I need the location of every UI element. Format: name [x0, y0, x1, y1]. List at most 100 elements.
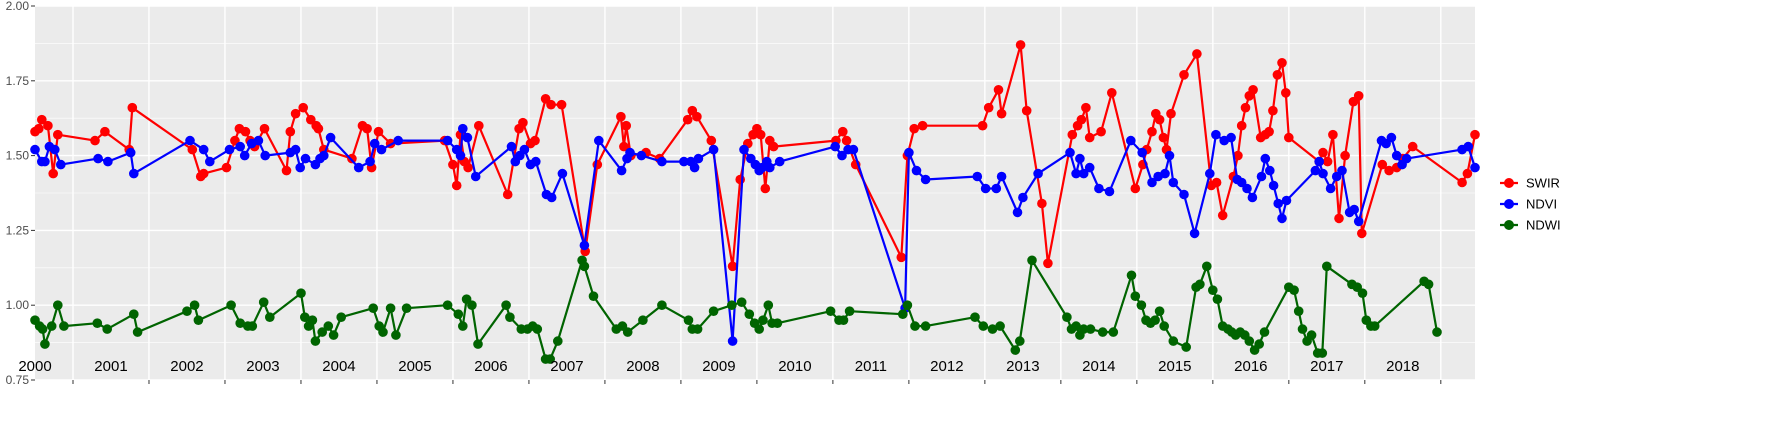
- data-point: [34, 123, 44, 134]
- data-point: [368, 303, 379, 314]
- data-point: [1463, 141, 1473, 152]
- data-point: [40, 339, 50, 349]
- data-point: [1150, 315, 1160, 326]
- data-point: [1078, 168, 1089, 179]
- data-point: [1071, 168, 1081, 179]
- data-point: [235, 318, 245, 329]
- data-point: [1248, 85, 1258, 95]
- data-point: [1018, 192, 1028, 203]
- data-point: [1202, 261, 1212, 272]
- data-point: [239, 150, 250, 161]
- data-point: [1211, 129, 1221, 140]
- data-point: [545, 354, 555, 364]
- data-point: [391, 330, 401, 340]
- data-point: [307, 315, 318, 326]
- data-point: [129, 309, 139, 320]
- data-point: [1281, 88, 1291, 98]
- data-point: [1325, 183, 1336, 194]
- data-point: [692, 324, 703, 334]
- data-point: [1340, 150, 1350, 161]
- legend-label: NDVI: [1526, 197, 1557, 212]
- year-label: 2013: [1006, 358, 1039, 375]
- data-point: [506, 141, 517, 152]
- data-point: [619, 141, 629, 152]
- data-point: [1076, 114, 1087, 125]
- data-point: [978, 321, 989, 331]
- data-point: [616, 111, 626, 122]
- data-point: [502, 189, 513, 200]
- data-point: [1236, 120, 1247, 131]
- y-tick-label: 1.75: [6, 74, 30, 88]
- data-point: [693, 153, 704, 164]
- data-point: [1357, 288, 1368, 299]
- data-point: [909, 123, 919, 134]
- data-point: [313, 123, 324, 134]
- data-point: [43, 120, 53, 131]
- data-point: [1166, 108, 1176, 119]
- data-point: [621, 120, 631, 131]
- data-point: [1273, 198, 1283, 209]
- data-point: [1071, 321, 1081, 331]
- data-point: [1470, 162, 1480, 173]
- data-point: [53, 300, 63, 311]
- data-point: [353, 162, 364, 173]
- data-point: [451, 180, 462, 191]
- data-point: [896, 252, 907, 263]
- grid: [35, 5, 1475, 381]
- year-label: 2008: [626, 358, 659, 375]
- data-point: [198, 168, 209, 179]
- data-point: [300, 153, 311, 164]
- data-point: [470, 171, 481, 182]
- data-point: [531, 156, 541, 167]
- data-point: [594, 135, 604, 146]
- data-point: [1130, 291, 1141, 302]
- legend-label: NDWI: [1526, 218, 1561, 233]
- data-point: [1130, 183, 1141, 194]
- data-point: [226, 300, 236, 311]
- data-point: [290, 144, 301, 155]
- data-point: [727, 261, 738, 272]
- data-point: [530, 135, 540, 146]
- data-point: [1208, 285, 1218, 296]
- data-point: [30, 144, 40, 155]
- year-label: 2001: [94, 358, 127, 375]
- data-point: [1147, 126, 1157, 137]
- data-point: [448, 159, 458, 170]
- data-point: [328, 330, 339, 340]
- data-point: [1297, 324, 1308, 334]
- data-point: [972, 171, 983, 182]
- data-point: [1284, 132, 1294, 143]
- data-point: [258, 297, 269, 308]
- y-tick-label: 1.25: [6, 223, 30, 237]
- data-point: [1264, 126, 1274, 137]
- legend: SWIR NDVI NDWI: [1500, 176, 1561, 233]
- data-point: [221, 162, 232, 173]
- data-point: [285, 126, 296, 137]
- data-point: [455, 150, 466, 161]
- data-point: [1317, 348, 1328, 358]
- data-point: [1021, 105, 1032, 116]
- data-point: [657, 300, 667, 311]
- data-point: [1260, 153, 1271, 164]
- data-point: [987, 324, 998, 334]
- data-point: [103, 156, 113, 167]
- legend-label: SWIR: [1526, 176, 1560, 191]
- data-point: [995, 321, 1005, 331]
- data-point: [1033, 168, 1043, 179]
- data-point: [1067, 129, 1078, 140]
- data-point: [1470, 129, 1480, 140]
- data-point: [553, 336, 563, 346]
- data-point: [1281, 195, 1292, 206]
- year-label: 2017: [1310, 358, 1343, 375]
- data-point: [1334, 213, 1344, 224]
- year-label: 2018: [1386, 358, 1419, 375]
- data-point: [37, 114, 47, 125]
- data-point: [841, 135, 852, 146]
- data-point: [1247, 192, 1258, 203]
- year-label: 2010: [778, 358, 811, 375]
- data-point: [1104, 186, 1115, 197]
- data-point: [1244, 336, 1255, 346]
- data-point: [996, 171, 1007, 182]
- legend-item-ndwi: NDWI: [1500, 218, 1561, 233]
- data-point: [295, 162, 306, 173]
